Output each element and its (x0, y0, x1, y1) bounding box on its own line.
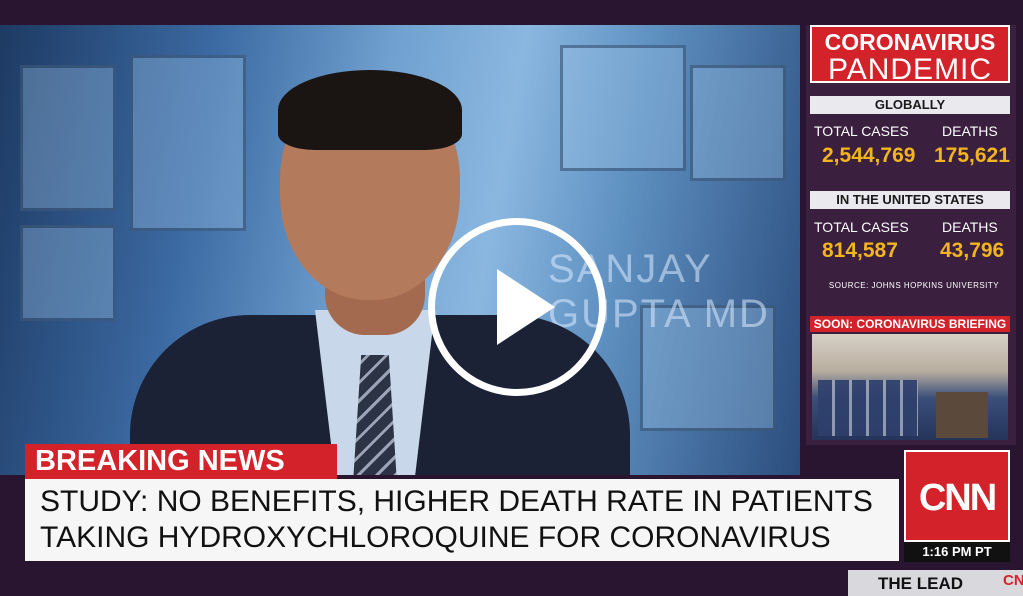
cnn-logo: CNN (904, 450, 1010, 542)
us-band: IN THE UNITED STATES (810, 191, 1010, 209)
us-deaths-label: DEATHS (942, 219, 998, 235)
briefing-podium (936, 392, 988, 438)
global-deaths-value: 175,621 (934, 144, 1010, 167)
headline-line2: TAKING HYDROXYCHLOROQUINE FOR CORONAVIRU… (40, 521, 831, 554)
stats-sidebar: CORONAVIRUS PANDEMIC GLOBALLY TOTAL CASE… (806, 25, 1016, 445)
show-name: THE LEAD (848, 570, 1023, 596)
sidebar-title-line2: PANDEMIC (827, 53, 993, 86)
time-display: 1:16 PM PT (904, 542, 1010, 562)
breaking-news-label: BREAKING NEWS (25, 444, 337, 479)
background-window (130, 55, 246, 231)
global-cases-label: TOTAL CASES (814, 123, 909, 139)
show-logo: CN (1003, 572, 1023, 589)
background-window (690, 65, 786, 181)
play-icon[interactable] (428, 218, 606, 396)
anchor-hair (278, 70, 462, 150)
us-cases-value: 814,587 (822, 239, 898, 262)
briefing-chairs (818, 380, 918, 436)
background-window (20, 225, 116, 321)
video-player[interactable]: SANJAY GUPTA MD (0, 25, 800, 475)
source-note: SOURCE: JOHNS HOPKINS UNIVERSITY (828, 281, 1000, 290)
sidebar-title: CORONAVIRUS PANDEMIC (810, 25, 1010, 86)
global-band: GLOBALLY (810, 96, 1010, 114)
background-window (640, 305, 776, 431)
sidebar-title-line1: CORONAVIRUS (824, 29, 996, 55)
briefing-thumbnail (812, 334, 1008, 440)
global-deaths-label: DEATHS (942, 123, 998, 139)
us-cases-label: TOTAL CASES (814, 219, 909, 235)
us-deaths-value: 43,796 (940, 239, 1005, 262)
headline-strip (25, 479, 899, 561)
background-window (20, 65, 116, 211)
headline-line1: STUDY: NO BENEFITS, HIGHER DEATH RATE IN… (40, 485, 873, 518)
soon-banner: SOON: CORONAVIRUS BRIEFING (810, 316, 1010, 332)
background-window (560, 45, 686, 171)
global-cases-value: 2,544,769 (822, 144, 916, 167)
headline: STUDY: NO BENEFITS, HIGHER DEATH RATE IN… (40, 484, 890, 556)
